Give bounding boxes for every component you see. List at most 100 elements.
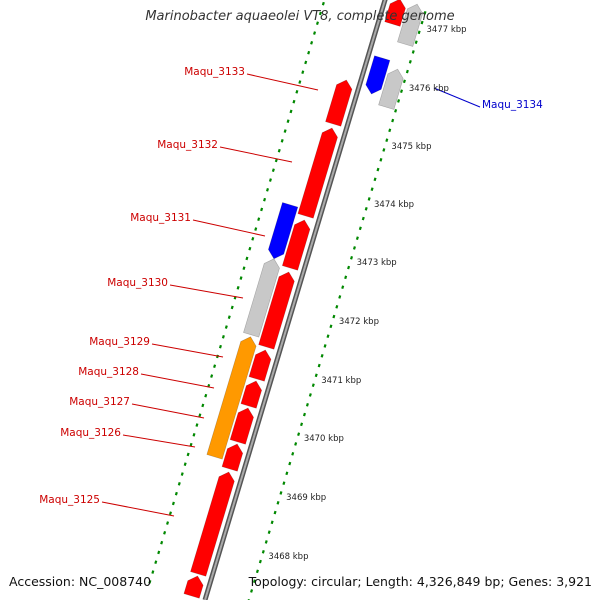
tick-left: [260, 207, 264, 212]
tick-left: [180, 472, 184, 476]
tick-left: [265, 188, 269, 192]
tick-left: [283, 129, 287, 133]
tick-right: [323, 344, 327, 348]
tick-left: [166, 521, 170, 525]
tick-right: [285, 471, 289, 476]
tick-right: [350, 255, 354, 260]
ruler-label: 3471 kbp: [321, 376, 361, 386]
tick-right: [399, 89, 404, 93]
tick-left: [321, 1, 325, 6]
label-leader-line: [246, 73, 319, 91]
gene-arrow: [325, 79, 353, 127]
tick-right: [411, 50, 415, 54]
tick-left: [245, 256, 249, 261]
tick-right: [361, 216, 365, 221]
tick-right: [279, 491, 283, 495]
ruler-layer: 3477 kbp 3476 kbp 3475 kbp 3474 kbp 3473 kbp…: [268, 25, 466, 562]
tick-left: [160, 540, 164, 545]
backbone-highlight: [204, 0, 387, 600]
tick-right: [252, 579, 257, 583]
tick-left: [227, 315, 231, 320]
gene-label: Maqu_3128: [78, 366, 139, 378]
ruler-label: 3477 kbp: [427, 25, 467, 35]
tick-right: [373, 177, 377, 182]
tick-left: [301, 70, 305, 75]
topology-text: Topology: circular; Length: 4,326,849 bp…: [248, 574, 592, 589]
tick-left: [286, 119, 290, 124]
tick-left: [318, 11, 322, 16]
tick-right: [347, 265, 351, 270]
tick-left: [313, 31, 317, 35]
tick-left: [304, 60, 308, 65]
tick-right: [344, 275, 348, 280]
tick-right: [294, 442, 298, 446]
gene-label: Maqu_3132: [157, 139, 218, 151]
tick-left: [157, 550, 161, 555]
tick-right: [335, 304, 339, 309]
gene-arrow: [221, 443, 244, 472]
tick-left: [151, 570, 155, 574]
grey-gene: [243, 258, 280, 338]
tick-right: [364, 206, 368, 211]
tick-left: [263, 197, 267, 202]
accession-text: Accession: NC_008740: [9, 574, 152, 589]
tick-right: [305, 402, 309, 407]
tick-right: [314, 373, 318, 378]
tick-left: [239, 276, 243, 280]
tick-right: [414, 40, 418, 44]
backbone-layer: [202, 0, 388, 600]
gene-arrow: [281, 219, 311, 271]
tick-left: [230, 305, 234, 310]
tick-left: [298, 80, 302, 84]
gene-arrow: [248, 349, 272, 382]
tick-right: [417, 30, 421, 35]
gene-arrow: [229, 407, 254, 445]
tick-left: [210, 374, 214, 378]
tick-left: [251, 237, 255, 241]
gene-label: Maqu_3127: [69, 396, 130, 408]
tick-right: [420, 20, 424, 25]
tick-right: [352, 246, 356, 250]
gene-label: Maqu_3126: [60, 427, 121, 439]
tick-right: [391, 118, 395, 123]
tick-right: [326, 334, 330, 338]
gene-label: Maqu_3130: [107, 277, 168, 289]
tick-right: [276, 500, 280, 505]
tick-right: [338, 295, 342, 299]
ruler-label: 3470 kbp: [304, 434, 344, 444]
gene-arrow: [240, 380, 262, 409]
grey-gene: [378, 68, 404, 110]
tick-right: [394, 108, 398, 113]
tick-right: [376, 167, 380, 172]
tick-left: [248, 246, 252, 251]
ruler-label: 3474 kbp: [374, 200, 414, 210]
tick-left: [274, 158, 278, 163]
tick-left: [218, 344, 222, 349]
gene-label: Maqu_3125: [39, 494, 100, 506]
tick-right: [300, 422, 304, 427]
tick-left: [236, 286, 240, 290]
tick-right: [329, 324, 333, 329]
tick-right: [317, 363, 321, 368]
tick-left: [277, 148, 281, 153]
tick-right: [405, 69, 409, 74]
label-leader-line: [192, 219, 266, 237]
tick-right: [370, 187, 374, 191]
tick-right: [332, 314, 336, 319]
orange-feature: [206, 336, 257, 460]
gene-label: Maqu_3134: [482, 99, 543, 111]
ruler-label: 3475 kbp: [391, 142, 431, 152]
tick-left: [307, 50, 311, 55]
tick-left: [186, 452, 190, 457]
tick-left: [198, 413, 202, 418]
tick-left: [163, 531, 167, 535]
tick-left: [177, 482, 181, 486]
tick-left: [168, 511, 172, 516]
tick-right: [388, 128, 392, 133]
blue-gene: [268, 202, 299, 260]
label-layer: Maqu_3133 Maqu_3132 Maqu_3131 Maqu_3130 Maqu…: [39, 66, 543, 517]
gene-arrow: [384, 0, 406, 27]
label-leader-line: [433, 87, 481, 108]
tick-right: [308, 393, 312, 397]
tick-left: [289, 109, 293, 114]
